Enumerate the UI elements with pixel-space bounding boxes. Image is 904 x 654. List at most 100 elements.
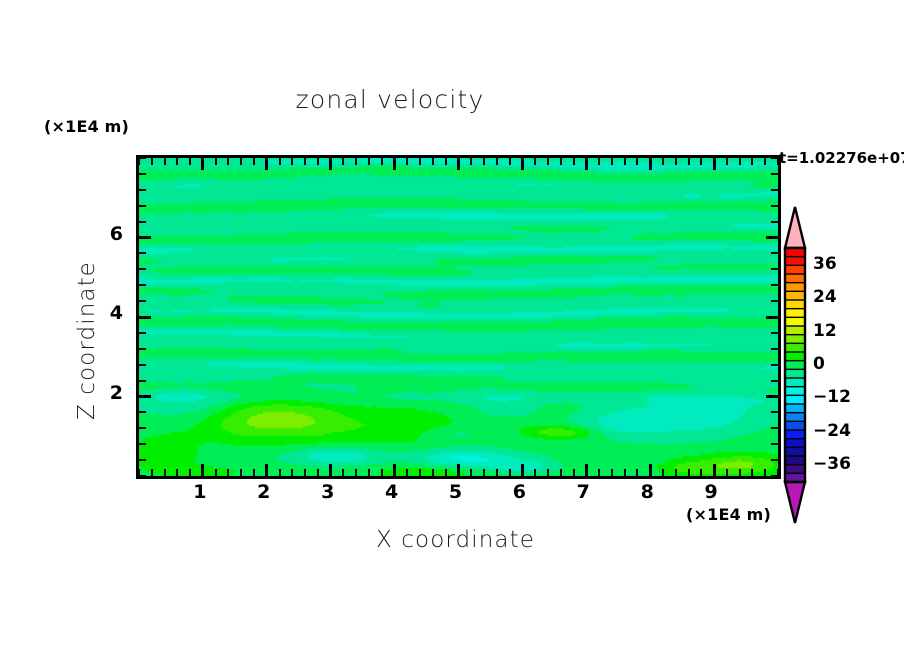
y-axis-tick <box>139 443 146 446</box>
y-axis-tick <box>139 204 146 207</box>
x-axis-unit-label: (×1E4 m) <box>686 505 772 524</box>
x-axis-tick <box>725 469 728 476</box>
y-axis-tick-right <box>771 268 778 271</box>
x-axis-tick <box>674 469 677 476</box>
x-axis-tick <box>546 469 549 476</box>
colorbar-band <box>784 316 806 328</box>
x-axis-tick-top <box>329 158 333 170</box>
x-axis-tick <box>342 469 345 476</box>
y-axis-tick <box>139 427 146 430</box>
x-axis-tick <box>355 469 358 476</box>
contour-field-canvas <box>139 158 778 476</box>
x-axis-tick <box>777 469 778 476</box>
x-axis-tick-top <box>406 158 409 165</box>
y-axis-tick <box>139 347 146 350</box>
x-axis-tick <box>598 469 601 476</box>
x-axis-tick-top <box>304 158 307 165</box>
x-axis-tick <box>648 464 652 476</box>
x-axis-tick <box>534 469 537 476</box>
y-axis-tick-right <box>771 363 778 366</box>
x-axis-tick-top <box>150 158 153 165</box>
y-axis-tick-right <box>771 188 778 191</box>
colorbar-band <box>784 290 806 302</box>
y-axis-tick <box>139 315 151 319</box>
x-axis-tick <box>393 464 397 476</box>
y-axis-tick-label: 4 <box>109 302 123 324</box>
x-axis-title: X coordinate <box>376 527 535 553</box>
colorbar-band <box>784 281 806 293</box>
y-axis-tick-right <box>771 204 778 207</box>
y-axis-tick-right <box>771 379 778 382</box>
x-axis-tick <box>253 469 256 476</box>
colorbar-band <box>784 359 806 371</box>
y-axis-tick <box>139 236 151 239</box>
x-axis-tick <box>610 469 613 476</box>
colorbar-tick-label: 12 <box>813 320 837 341</box>
x-axis-tick <box>661 469 664 476</box>
x-axis-tick <box>700 469 703 476</box>
colorbar-band <box>784 429 806 440</box>
x-axis-tick-top <box>508 158 511 165</box>
x-axis-tick-label: 9 <box>704 481 718 503</box>
y-axis-tick <box>139 172 146 175</box>
colorbar-band <box>784 437 806 449</box>
x-axis-tick <box>431 469 434 476</box>
y-axis-tick-label: 2 <box>109 381 123 404</box>
x-axis-tick-top <box>764 158 767 165</box>
y-axis-tick-right <box>771 300 778 303</box>
x-axis-tick-top <box>636 158 639 165</box>
y-axis-tick-right <box>766 395 778 398</box>
x-axis-tick <box>291 469 294 476</box>
x-axis-tick-label: 4 <box>384 481 399 503</box>
x-axis-tick-top <box>610 158 613 165</box>
x-axis-tick-top <box>584 158 588 170</box>
colorbar-band <box>784 299 806 310</box>
y-axis-tick <box>139 379 146 382</box>
x-axis-tick-label: 8 <box>640 481 654 503</box>
colorbar-band <box>784 420 806 432</box>
x-axis-tick <box>406 469 409 476</box>
x-axis-tick-top <box>139 158 140 165</box>
x-axis-tick-top <box>546 158 549 165</box>
x-axis-tick-label: 5 <box>448 481 463 503</box>
y-axis-tick-right <box>771 331 778 334</box>
y-axis-tick <box>139 300 146 303</box>
x-axis-tick-top <box>227 158 230 165</box>
colorbar-body-outline <box>783 246 807 484</box>
x-axis-tick-label: 6 <box>512 481 526 503</box>
x-axis-tick-top <box>342 158 345 165</box>
y-axis-tick <box>139 459 146 462</box>
x-axis-tick-top <box>189 158 192 165</box>
x-axis-tick <box>368 469 371 476</box>
y-axis-tick <box>139 284 146 287</box>
y-axis-tick-right <box>771 475 778 476</box>
colorbar-band <box>784 333 806 345</box>
x-axis-tick-top <box>483 158 486 165</box>
colorbar-band <box>784 368 806 380</box>
x-axis-tick <box>189 469 192 476</box>
x-axis-tick <box>623 469 626 476</box>
y-axis-tick <box>139 252 146 255</box>
x-axis-tick <box>304 469 307 476</box>
x-axis-tick <box>712 464 716 476</box>
x-axis-tick <box>329 464 333 476</box>
colorbar-svg <box>783 206 807 524</box>
x-axis-tick <box>214 469 217 476</box>
colorbar <box>783 206 817 524</box>
colorbar-over-cap <box>783 206 807 250</box>
y-axis-tick <box>139 411 146 414</box>
x-axis-tick-top <box>777 158 778 165</box>
x-axis-tick <box>764 469 767 476</box>
x-axis-tick <box>419 469 422 476</box>
x-axis-tick <box>470 469 473 476</box>
x-axis-tick-top <box>648 158 652 170</box>
x-axis-tick <box>201 464 205 476</box>
x-axis-tick-top <box>623 158 626 165</box>
y-axis-tick-right <box>771 347 778 350</box>
x-axis-tick-top <box>419 158 422 165</box>
y-axis-tick <box>139 395 151 398</box>
y-axis-tick-right <box>771 252 778 255</box>
y-axis-tick-right <box>771 284 778 287</box>
x-axis-tick-top <box>725 158 728 165</box>
x-axis-tick <box>316 469 319 476</box>
